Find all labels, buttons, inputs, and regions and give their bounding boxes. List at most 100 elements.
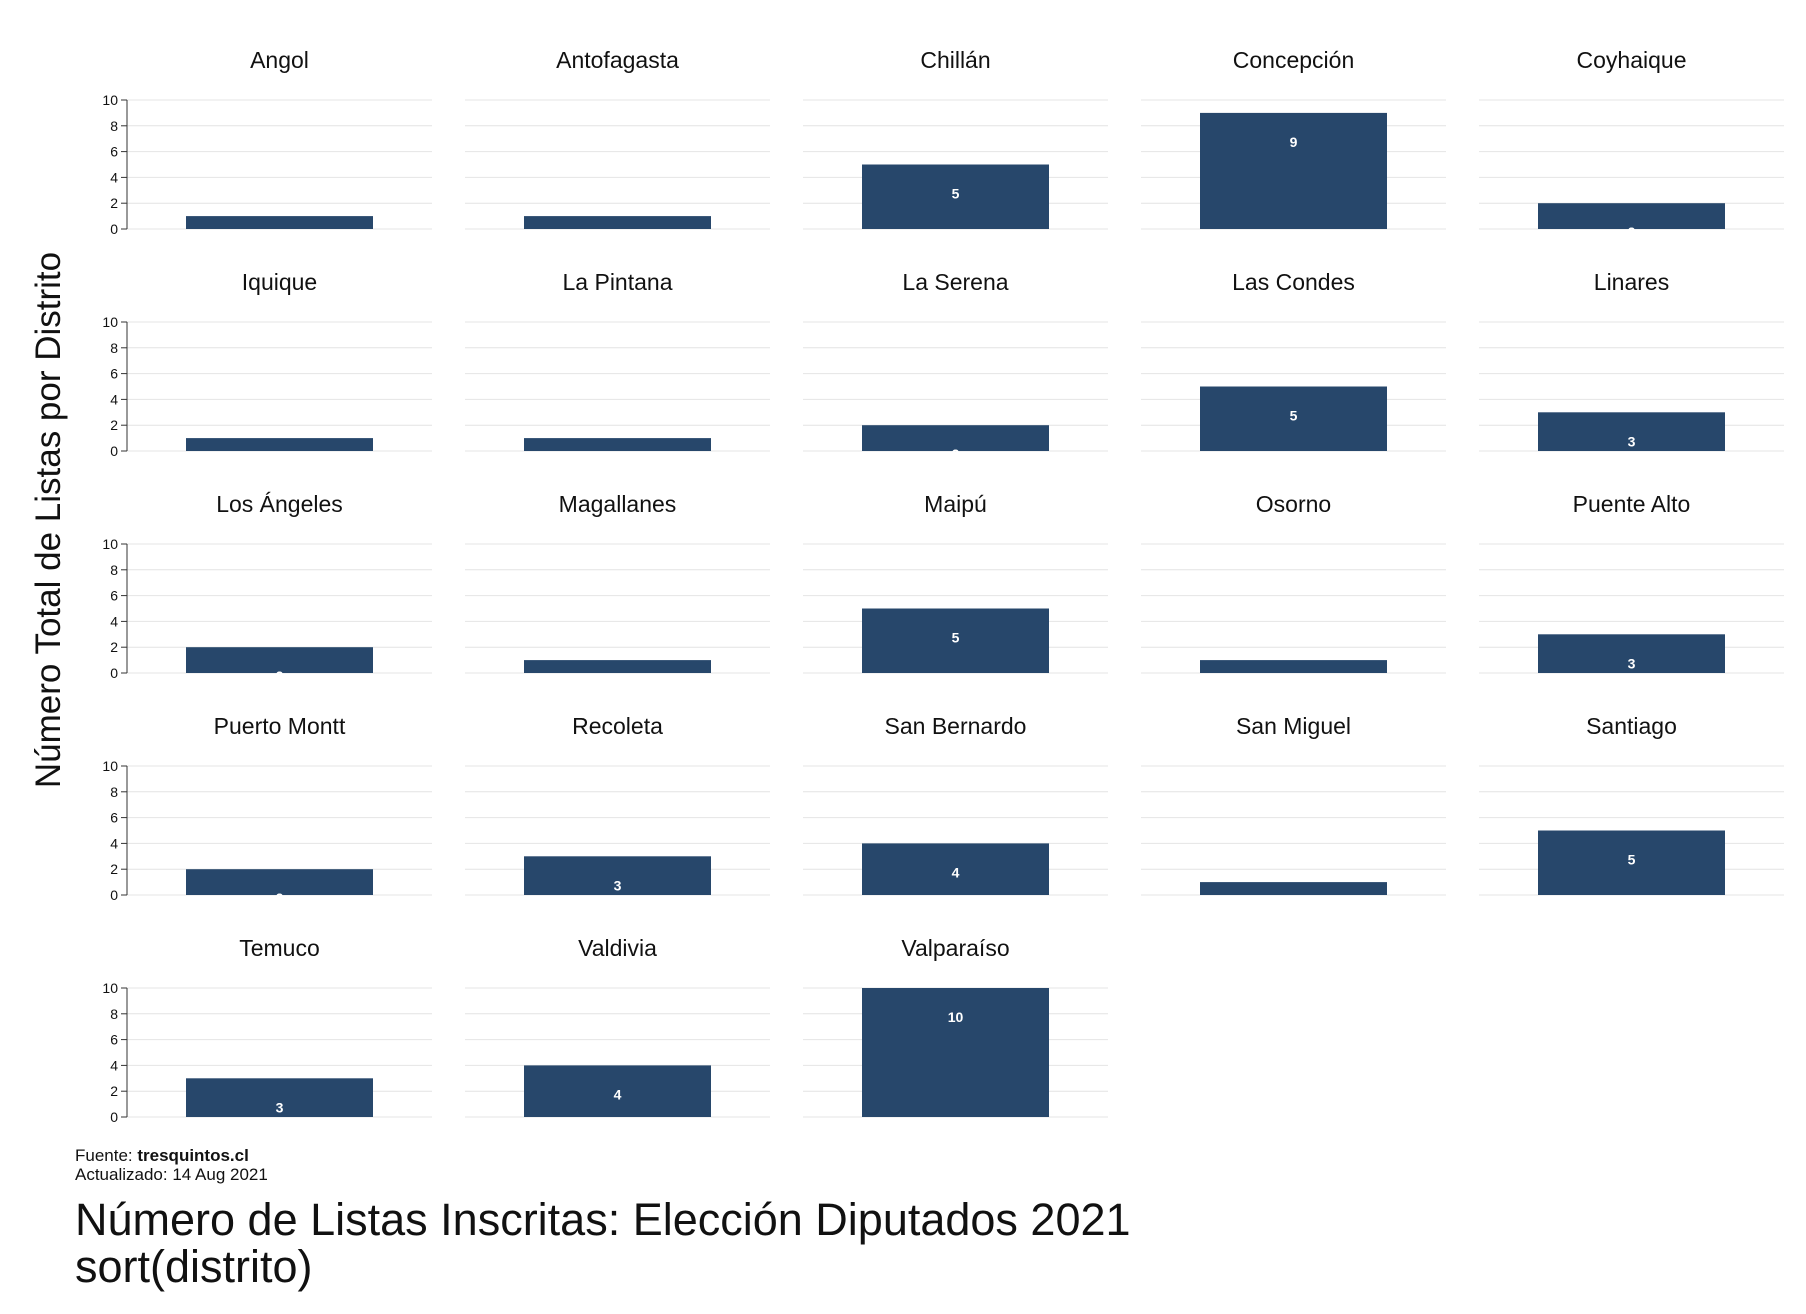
chart-title: Número de Listas Inscritas: Elección Dip…: [75, 1194, 1131, 1245]
panel-title: Las Condes: [1232, 269, 1355, 295]
bar-value-label: 5: [952, 186, 960, 202]
y-tick-label: 2: [110, 195, 118, 211]
y-tick-label: 2: [110, 1083, 118, 1099]
bar: [524, 1065, 711, 1117]
y-tick-label: 4: [110, 613, 118, 629]
bar: [524, 216, 711, 229]
bar-value-label: 2: [276, 890, 284, 906]
y-tick-label: 0: [110, 221, 118, 237]
bar: [1538, 634, 1725, 673]
panel-title: Santiago: [1586, 713, 1677, 739]
y-tick-label: 6: [110, 144, 118, 160]
panel-title: Iquique: [242, 269, 317, 295]
updated-note: Actualizado: 14 Aug 2021: [75, 1165, 268, 1184]
bar: [186, 1078, 373, 1117]
panel: La Pintana: [465, 269, 770, 452]
y-tick-label: 6: [110, 1032, 118, 1048]
y-tick-label: 10: [102, 92, 118, 108]
bar-value-label: 4: [614, 1086, 622, 1102]
bar: [1538, 412, 1725, 451]
bar: [524, 438, 711, 451]
bar-value-label: 2: [276, 668, 284, 684]
panel: Los Ángeles 0 2 4 6 8 10 2: [102, 491, 432, 684]
panel-title: San Miguel: [1236, 713, 1351, 739]
panel: Las Condes 5: [1141, 269, 1446, 452]
bar: [862, 843, 1049, 895]
bar: [186, 216, 373, 229]
y-tick-label: 4: [110, 169, 118, 185]
panel: Santiago 5: [1479, 713, 1784, 896]
bar: [524, 856, 711, 895]
panel: San Bernardo 4: [803, 713, 1108, 896]
y-tick-label: 2: [110, 861, 118, 877]
panel: Magallanes: [465, 491, 770, 674]
panel: Valparaíso 10: [803, 935, 1108, 1118]
y-tick-label: 8: [110, 784, 118, 800]
panel-title: Maipú: [924, 491, 987, 517]
panel-title: La Pintana: [563, 269, 673, 295]
y-tick-label: 6: [110, 588, 118, 604]
panel-title: La Serena: [902, 269, 1008, 295]
y-tick-label: 10: [102, 758, 118, 774]
panel: Coyhaique 2: [1479, 47, 1784, 240]
bar: [1200, 386, 1387, 451]
panel: San Miguel: [1141, 713, 1446, 896]
bar-value-label: 3: [276, 1099, 284, 1115]
y-tick-label: 4: [110, 835, 118, 851]
panel-title: Temuco: [239, 935, 320, 961]
bar: [1200, 112, 1387, 229]
panel: Valdivia 4: [465, 935, 770, 1118]
bar: [862, 608, 1049, 673]
panel-title: Osorno: [1256, 491, 1331, 517]
bar: [862, 988, 1049, 1117]
panel: Puerto Montt 0 2 4 6 8 10 2: [102, 713, 432, 906]
y-tick-label: 10: [102, 314, 118, 330]
source-prefix: Fuente:: [75, 1146, 137, 1165]
bar: [1538, 830, 1725, 895]
panel: Maipú 5: [803, 491, 1108, 674]
y-tick-label: 2: [110, 639, 118, 655]
y-tick-label: 8: [110, 562, 118, 578]
y-tick-label: 6: [110, 366, 118, 382]
bar: [862, 164, 1049, 229]
panel-title: Valdivia: [578, 935, 657, 961]
y-tick-label: 4: [110, 1057, 118, 1073]
bar-value-label: 5: [952, 630, 960, 646]
panel: Iquique 0 2 4 6 8 10: [102, 269, 432, 459]
y-tick-label: 4: [110, 391, 118, 407]
panel-title: Antofagasta: [556, 47, 679, 73]
panel-title: Puente Alto: [1573, 491, 1691, 517]
bar-value-label: 3: [1628, 655, 1636, 671]
bar-value-label: 5: [1628, 852, 1636, 868]
bar-value-label: 4: [952, 864, 960, 880]
y-tick-label: 0: [110, 887, 118, 903]
bar: [186, 869, 373, 895]
panel-title: Angol: [250, 47, 309, 73]
panel-title: Puerto Montt: [214, 713, 346, 739]
y-tick-label: 8: [110, 118, 118, 134]
y-axis-label: Número Total de Listas por Distrito: [29, 252, 68, 788]
panel: Osorno: [1141, 491, 1446, 674]
panel-title: Chillán: [920, 47, 990, 73]
source-note: Fuente: tresquintos.cl: [75, 1146, 249, 1165]
panel: Temuco 0 2 4 6 8 10 3: [102, 935, 432, 1125]
panel: Concepción 9: [1141, 47, 1446, 230]
y-tick-label: 0: [110, 443, 118, 459]
panel-title: Recoleta: [572, 713, 663, 739]
bar: [524, 660, 711, 673]
y-tick-label: 0: [110, 665, 118, 681]
panel-title: San Bernardo: [885, 713, 1027, 739]
y-tick-label: 0: [110, 1109, 118, 1125]
bar-value-label: 2: [1628, 224, 1636, 240]
panel: La Serena 2: [803, 269, 1108, 462]
panel: Puente Alto 3: [1479, 491, 1784, 674]
panel: Linares 3: [1479, 269, 1784, 452]
y-tick-label: 6: [110, 810, 118, 826]
bar: [186, 647, 373, 673]
bar-value-label: 10: [948, 1009, 964, 1025]
panel-title: Los Ángeles: [216, 491, 343, 517]
panel: Chillán 5: [803, 47, 1108, 230]
bar: [862, 425, 1049, 451]
bar-value-label: 2: [952, 446, 960, 462]
